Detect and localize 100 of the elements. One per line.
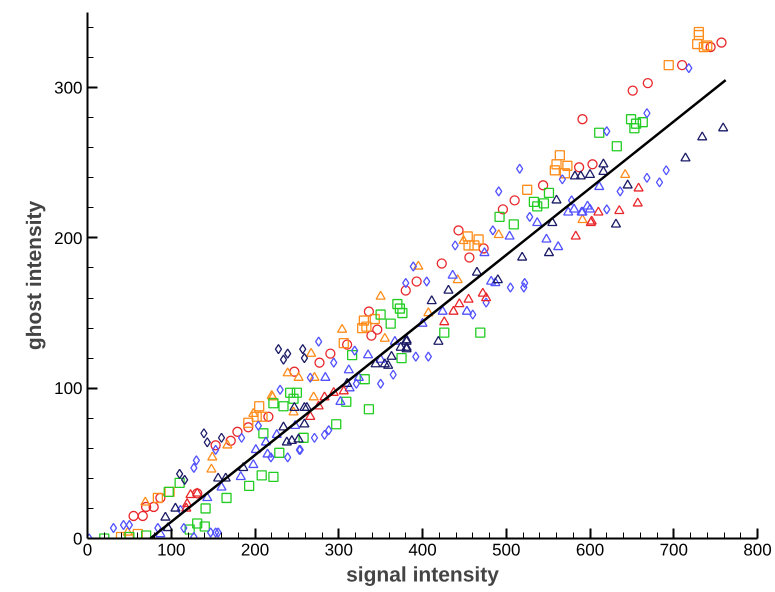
point: [629, 123, 640, 134]
x-tick-label: 400: [408, 540, 437, 560]
point: [376, 378, 384, 389]
point: [210, 440, 221, 450]
point: [138, 510, 148, 522]
point: [335, 396, 346, 405]
point: [676, 60, 688, 70]
point: [330, 358, 338, 368]
point: [448, 270, 458, 279]
point: [162, 522, 174, 532]
point: [257, 412, 268, 422]
point: [268, 398, 279, 408]
point: [544, 188, 554, 198]
point: [282, 436, 292, 446]
point: [299, 402, 310, 411]
point: [314, 358, 325, 368]
point: [250, 444, 261, 454]
point: [262, 448, 273, 458]
x-tick-label: 500: [492, 540, 520, 560]
point: [258, 428, 269, 438]
point: [453, 225, 464, 236]
point: [192, 518, 202, 529]
point: [464, 252, 475, 263]
point: [563, 206, 574, 216]
point: [452, 274, 463, 284]
point: [222, 439, 233, 449]
point: [364, 306, 374, 317]
point: [433, 336, 444, 345]
point: [694, 26, 704, 38]
point: [495, 186, 502, 196]
x-tick-label: 700: [660, 540, 688, 560]
point: [522, 184, 532, 195]
point: [705, 42, 716, 52]
point: [554, 150, 565, 160]
point: [437, 306, 448, 315]
point: [176, 504, 184, 516]
point: [594, 128, 604, 138]
point: [126, 520, 134, 530]
point: [697, 131, 708, 140]
point: [458, 235, 469, 244]
point: [358, 315, 370, 326]
point: [390, 336, 400, 345]
point: [185, 489, 196, 498]
point: [207, 452, 218, 461]
point: [181, 502, 192, 512]
point: [642, 78, 653, 88]
point: [454, 298, 464, 308]
point: [413, 260, 424, 270]
point: [354, 372, 364, 381]
point: [342, 339, 352, 350]
point: [392, 298, 403, 310]
point: [478, 243, 489, 254]
point: [492, 274, 504, 284]
point: [643, 108, 651, 118]
point: [336, 324, 348, 333]
point: [320, 372, 330, 381]
point: [140, 502, 152, 512]
point: [298, 432, 309, 443]
point: [226, 436, 236, 446]
point: [486, 276, 496, 285]
point: [218, 432, 226, 443]
y-tick-label: 200: [54, 228, 83, 248]
point: [662, 165, 670, 176]
point: [490, 277, 501, 286]
point: [274, 344, 282, 354]
y-tick-label: 100: [54, 379, 83, 398]
point: [680, 152, 691, 162]
point: [568, 195, 576, 206]
point: [216, 482, 227, 491]
point: [352, 378, 360, 389]
point: [190, 462, 198, 474]
point: [439, 327, 450, 338]
point: [344, 364, 354, 374]
point: [598, 158, 609, 168]
point: [396, 342, 406, 351]
x-axis-title: signal intensity: [346, 564, 500, 586]
point: [698, 42, 710, 52]
point: [472, 266, 482, 276]
point: [357, 322, 368, 334]
point: [302, 402, 312, 411]
point: [236, 471, 246, 480]
point: [656, 177, 664, 188]
point: [417, 318, 428, 327]
point: [538, 180, 548, 190]
point: [528, 196, 540, 208]
x-tick-label: 800: [743, 540, 772, 560]
point: [338, 385, 349, 394]
point: [120, 520, 128, 530]
point: [462, 306, 472, 315]
point: [289, 366, 300, 377]
point: [284, 452, 292, 462]
point: [220, 472, 231, 482]
point: [290, 420, 300, 430]
point: [254, 401, 264, 412]
point: [598, 166, 609, 176]
point: [148, 502, 159, 512]
point: [292, 388, 302, 398]
point: [362, 349, 374, 358]
point: [383, 360, 394, 369]
point: [494, 212, 505, 222]
